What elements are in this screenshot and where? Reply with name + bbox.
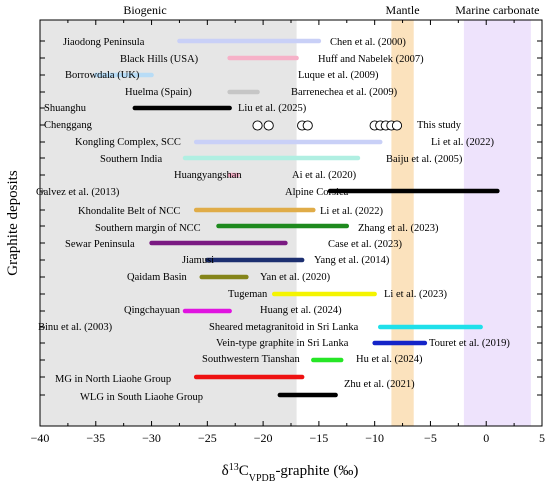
series-name-label: Huangyangshan [174, 170, 242, 181]
citation-label: This study [417, 120, 462, 131]
region-label: Biogenic [123, 3, 166, 17]
series-name-label: Qingchayuan [124, 305, 181, 316]
series-name-label: WLG in South Liaohe Group [80, 392, 203, 403]
x-tick-label: −10 [365, 431, 384, 445]
range-bars [93, 38, 500, 398]
citation-label: Case et al. (2023) [328, 239, 403, 250]
citation-label: Li et al. (2022) [431, 137, 494, 148]
series-name-label: Kongling Complex, SCC [75, 137, 181, 148]
x-tick-label: −15 [309, 431, 328, 445]
x-tick-label: −40 [31, 431, 50, 445]
x-axis: −40 −35 −30 −25 −20 −15 −10 −5 0 5 [31, 20, 545, 445]
citation-label: Galvez et al. (2013) [36, 187, 120, 198]
citation-label: Binu et al. (2003) [38, 322, 113, 333]
series-name-label: Chenggang [44, 120, 93, 131]
citation-label: Huff and Nabelek (2007) [318, 54, 424, 65]
citation-label: Yang et al. (2014) [314, 255, 390, 266]
series-name-label: Sheared metagranitoid in Sri Lanka [209, 322, 359, 333]
series-name-label: Southern margin of NCC [95, 223, 201, 234]
series-labels: Jiaodong Peninsula Chen et al. (2000) Blac… [36, 37, 510, 403]
citation-label: Barrenechea et al. (2009) [291, 87, 398, 98]
citation-label: Touret et al. (2019) [429, 338, 510, 349]
citation-label: Yan et al. (2020) [260, 272, 331, 283]
x-tick-label: −35 [86, 431, 105, 445]
citation-label: Baiju et al. (2005) [386, 154, 463, 165]
citation-label: Ai et al. (2020) [292, 170, 357, 181]
series-name-label: Southwestern Tianshan [202, 354, 300, 365]
series-name-label: MG in North Liaohe Group [55, 374, 171, 385]
data-point [263, 120, 274, 131]
citation-label: Li et al. (2022) [320, 206, 383, 217]
region-label: Mantle [386, 3, 420, 17]
citation-label: Luque et al. (2009) [298, 70, 379, 81]
data-point [391, 120, 403, 131]
x-tick-label: −5 [424, 431, 437, 445]
citation-label: Huang et al. (2024) [260, 305, 342, 316]
series-name-label: Jiaodong Peninsula [63, 37, 145, 48]
series-name-label: Khondalite Belt of NCC [78, 206, 180, 217]
x-tick-label: 5 [539, 431, 545, 445]
citation-label: Chen et al. (2000) [330, 37, 406, 48]
citation-label: Zhu et al. (2021) [344, 379, 415, 390]
y-axis-title: Graphite deposits [5, 170, 21, 276]
series-name-label: Shuanghu [44, 103, 87, 114]
series-name-label: Vein-type graphite in Sri Lanka [216, 338, 349, 349]
series-name-label: Southern India [100, 154, 162, 165]
series-name-label: Jiamusi [182, 255, 214, 266]
citation-label: Li et al. (2023) [384, 289, 447, 300]
series-name-label: Sewar Peninsula [65, 239, 135, 250]
series-name-label: Alpine Corsica [285, 187, 349, 198]
series-name-label: Tugeman [228, 289, 268, 300]
region-biogenic [40, 20, 297, 426]
data-point [252, 120, 263, 131]
citation-label: Zhang et al. (2023) [358, 223, 439, 234]
x-tick-label: −20 [254, 431, 273, 445]
citation-label: Liu et al. (2025) [238, 103, 307, 114]
region-marine-carbonate [463, 20, 531, 426]
x-axis-title: δ13CVPDB-graphite (‰) [222, 462, 359, 484]
x-tick-label: 0 [483, 431, 489, 445]
x-tick-label: −30 [142, 431, 161, 445]
region-label: Marine carbonate [455, 3, 539, 17]
data-point [302, 120, 313, 131]
series-name-label: Borrowdala (UK) [65, 70, 140, 81]
series-name-label: Qaidam Basin [127, 272, 188, 283]
series-name-label: Black Hills (USA) [120, 54, 199, 65]
series-name-label: Huelma (Spain) [125, 87, 192, 98]
citation-label: Hu et al. (2024) [356, 354, 423, 365]
x-tick-label: −25 [198, 431, 217, 445]
y-axis [40, 40, 542, 396]
